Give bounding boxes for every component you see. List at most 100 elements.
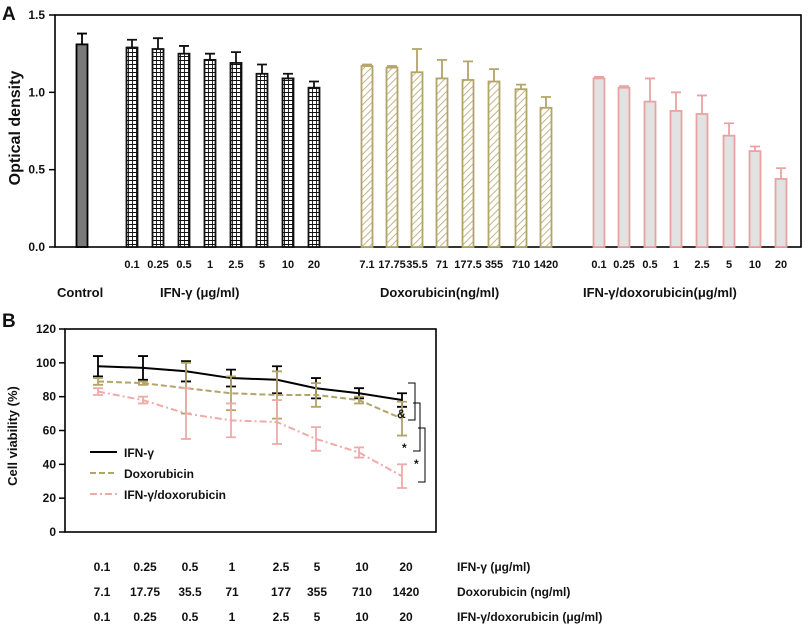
- category-label-3-6: 10: [749, 259, 761, 271]
- error-bar-1-2: [179, 45, 189, 54]
- dose-cell-2-1: 0.25: [133, 610, 157, 624]
- category-label-2-4: 177.5: [454, 259, 482, 271]
- dose-cell-2-2: 0.5: [182, 610, 199, 624]
- bar-1-0: [125, 46, 139, 248]
- error-bar-2-5: [489, 68, 499, 82]
- error-bar-1-4: [231, 51, 241, 63]
- category-label-1-3: 1: [207, 259, 213, 271]
- bar-3-1: [617, 86, 631, 248]
- error-bar-1-0: [127, 38, 137, 48]
- bar-1-2: [177, 52, 191, 248]
- error-bar-1-6: [283, 72, 293, 79]
- category-label-1-1: 0.25: [147, 259, 168, 271]
- y-tick-label-b-3: 60: [43, 424, 57, 438]
- panel-b-plot-frame: [64, 328, 437, 533]
- dose-cell-2-3: 1: [229, 610, 236, 624]
- dose-cell-2-4: 2.5: [273, 610, 290, 624]
- error-bar-2-5: [311, 426, 321, 452]
- y-tick-label-b-0: 0: [49, 525, 56, 539]
- bar-2-0: [360, 65, 374, 248]
- dose-cell-1-0: 7.1: [94, 585, 111, 599]
- dose-cell-1-7: 1420: [393, 585, 420, 599]
- dose-cell-1-3: 71: [225, 585, 239, 599]
- bar-1-7: [307, 86, 321, 248]
- y-tick-label-a-3: 1.5: [28, 8, 45, 22]
- sig-mark-ampersand: &: [397, 407, 406, 421]
- category-label-2-2: 35.5: [406, 259, 427, 271]
- sig-mark-star-2: *: [414, 457, 419, 471]
- dose-table: 0.1 0.25 0.5 1 2.5 5 10 20 IFN-γ (μg/ml) 7.1 17.75…: [94, 560, 603, 624]
- bar-1-1: [151, 48, 165, 248]
- bar-3-7: [774, 178, 788, 248]
- category-label-2-5: 355: [485, 259, 503, 271]
- panel-a-plot-frame: [54, 14, 802, 248]
- panel-a-letter: A: [2, 4, 16, 25]
- category-label-1-0: 0.1: [124, 259, 139, 271]
- dose-cell-0-2: 0.5: [182, 560, 199, 574]
- category-label-1-4: 2.5: [228, 259, 243, 271]
- error-bar-2-3: [437, 58, 447, 79]
- bracket-ifn-vs-combination: [418, 427, 426, 483]
- error-bar-3-5: [724, 122, 734, 136]
- bar-1-4: [229, 62, 243, 248]
- error-bar-3-4: [697, 94, 707, 114]
- error-bar-1-3: [205, 52, 215, 60]
- bracket-ifn-vs-doxorubicin: [408, 382, 416, 421]
- panel-b-letter: B: [2, 311, 16, 332]
- dose-cell-0-4: 2.5: [273, 560, 290, 574]
- dose-cell-0-3: 1: [229, 560, 236, 574]
- y-tick-label-b-5: 100: [36, 356, 56, 370]
- bar-1-6: [281, 77, 295, 248]
- bar-2-6: [514, 88, 528, 248]
- dose-cell-1-6: 710: [352, 585, 372, 599]
- bar-2-3: [435, 77, 449, 248]
- error-bar-3-0: [594, 75, 604, 79]
- y-tick-label-a-1: 0.5: [28, 163, 45, 177]
- error-bar-2-0: [362, 63, 372, 67]
- dose-cell-0-0: 0.1: [94, 560, 111, 574]
- error-bar-2-6: [516, 83, 526, 90]
- category-label-1-5: 5: [259, 259, 265, 271]
- group-label-control: Control: [57, 285, 103, 300]
- bar-1-3: [203, 58, 217, 248]
- dose-cell-0-7: 20: [399, 560, 413, 574]
- error-bar-1-7: [397, 400, 407, 437]
- legend-label-combination: IFN-γ/doxorubicin: [124, 488, 226, 502]
- dose-cell-2-5: 5: [314, 610, 321, 624]
- error-bar-1-5: [257, 63, 267, 74]
- dose-cell-0-5: 5: [314, 560, 321, 574]
- category-label-3-2: 0.5: [642, 259, 657, 271]
- bar-2-2: [410, 71, 424, 248]
- bar-3-0: [592, 77, 606, 248]
- bar-3-3: [669, 109, 683, 248]
- error-bar-1-0: [93, 377, 103, 386]
- category-label-3-3: 1: [673, 259, 679, 271]
- panel-b-y-axis-label: Cell viability (%): [5, 386, 20, 486]
- category-label-1-7: 20: [308, 259, 320, 271]
- category-label-2-1: 17.75: [378, 259, 406, 271]
- error-bar-3-1: [619, 85, 629, 88]
- bar-3-2: [643, 100, 657, 248]
- category-label-3-4: 2.5: [694, 259, 709, 271]
- error-bar-2-7: [541, 96, 551, 108]
- dose-row-label-0: IFN-γ (μg/ml): [457, 560, 530, 574]
- category-label-3-5: 5: [726, 259, 732, 271]
- bar-3-5: [722, 134, 736, 248]
- panel-a-y-axis-label: Optical density: [7, 71, 24, 186]
- dose-cell-2-7: 20: [399, 610, 413, 624]
- y-tick-label-b-1: 20: [43, 491, 57, 505]
- group-label-ifn: IFN-γ (μg/ml): [160, 285, 239, 300]
- dose-row-label-1: Doxorubicin (ng/ml): [457, 585, 570, 599]
- category-label-1-2: 0.5: [176, 259, 191, 271]
- category-label-3-0: 0.1: [591, 259, 606, 271]
- panel-a: A Optical density 0.0 0.5 1.0 1.5 0.1 0.25 0.…: [2, 4, 802, 300]
- dose-cell-0-1: 0.25: [133, 560, 157, 574]
- series-line-1: [97, 380, 403, 420]
- category-label-2-3: 71: [436, 259, 448, 271]
- legend-label-ifn: IFN-γ: [124, 446, 154, 460]
- error-bar-2-2: [412, 48, 422, 73]
- dose-cell-2-0: 0.1: [94, 610, 111, 624]
- error-bar-2-6: [354, 446, 364, 459]
